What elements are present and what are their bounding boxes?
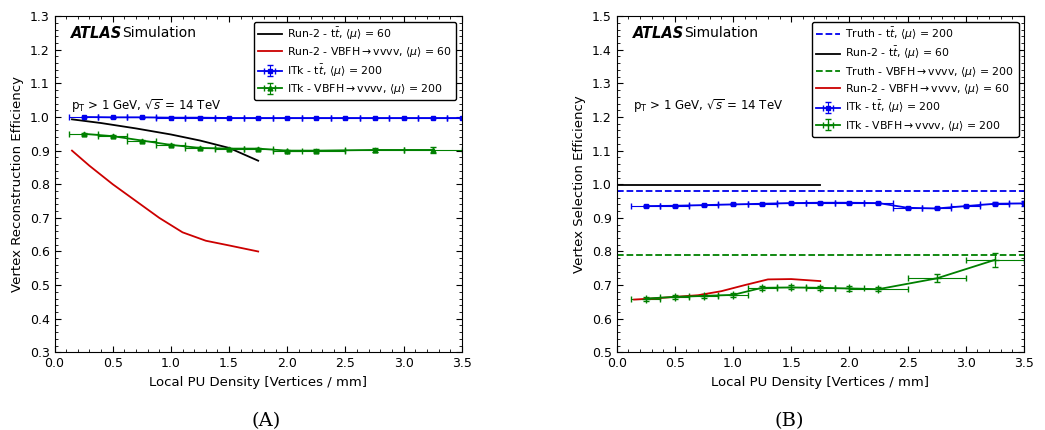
Run-2 - VBFH$\rightarrow$vvvv, $\langle\mu\rangle$ = 60 xyxy=(107,181,119,187)
Run-2 - VBFH$\rightarrow$vvvv, $\langle\mu\rangle$ = 60 xyxy=(223,243,235,248)
Text: p$_{\rm T}$ > 1 GeV, $\sqrt{s}$ = 14 TeV: p$_{\rm T}$ > 1 GeV, $\sqrt{s}$ = 14 TeV xyxy=(633,97,783,114)
Line: Run-2 - t$\bar{t}$, $\langle\mu\rangle$ = 60: Run-2 - t$\bar{t}$, $\langle\mu\rangle$ … xyxy=(72,120,258,161)
Run-2 - t$\bar{t}$, $\langle\mu\rangle$ = 60 xyxy=(95,120,108,126)
Run-2 - VBFH$\rightarrow$vvvv, $\langle\mu\rangle$ = 60 xyxy=(739,283,751,288)
Run-2 - t$\bar{t}$, $\langle\mu\rangle$ = 60 xyxy=(66,117,78,122)
Line: Run-2 - VBFH$\rightarrow$vvvv, $\langle\mu\rangle$ = 60: Run-2 - VBFH$\rightarrow$vvvv, $\langle\… xyxy=(634,279,820,300)
Run-2 - VBFH$\rightarrow$vvvv, $\langle\mu\rangle$ = 60 xyxy=(669,294,681,299)
Run-2 - VBFH$\rightarrow$vvvv, $\langle\mu\rangle$ = 60 xyxy=(762,277,774,282)
Text: ATLAS: ATLAS xyxy=(633,26,684,41)
Run-2 - VBFH$\rightarrow$vvvv, $\langle\mu\rangle$ = 60 xyxy=(628,297,641,302)
Run-2 - t$\bar{t}$, $\langle\mu\rangle$ = 60 xyxy=(165,132,178,137)
Run-2 - VBFH$\rightarrow$vvvv, $\langle\mu\rangle$ = 60 xyxy=(645,296,657,301)
X-axis label: Local PU Density [Vertices / mm]: Local PU Density [Vertices / mm] xyxy=(149,376,367,389)
Run-2 - VBFH$\rightarrow$vvvv, $\langle\mu\rangle$ = 60 xyxy=(130,199,142,204)
Run-2 - VBFH$\rightarrow$vvvv, $\langle\mu\rangle$ = 60 xyxy=(252,249,264,254)
Run-2 - t$\bar{t}$, $\langle\mu\rangle$ = 60 xyxy=(814,182,827,187)
Run-2 - VBFH$\rightarrow$vvvv, $\langle\mu\rangle$ = 60 xyxy=(153,215,165,221)
Text: Simulation: Simulation xyxy=(683,26,758,40)
Run-2 - VBFH$\rightarrow$vvvv, $\langle\mu\rangle$ = 60 xyxy=(177,230,189,235)
Legend: Truth - t$\bar{t}$, $\langle\mu\rangle$ = 200, Run-2 - t$\bar{t}$, $\langle\mu\r: Truth - t$\bar{t}$, $\langle\mu\rangle$ … xyxy=(812,22,1019,137)
Text: (A): (A) xyxy=(252,412,281,430)
Run-2 - t$\bar{t}$, $\langle\mu\rangle$ = 60 xyxy=(252,158,264,163)
Run-2 - VBFH$\rightarrow$vvvv, $\langle\mu\rangle$ = 60 xyxy=(692,293,704,298)
Text: (B): (B) xyxy=(774,412,804,430)
Y-axis label: Vertex Selection Efficiency: Vertex Selection Efficiency xyxy=(574,95,586,273)
Run-2 - VBFH$\rightarrow$vvvv, $\langle\mu\rangle$ = 60 xyxy=(84,163,96,168)
Run-2 - VBFH$\rightarrow$vvvv, $\langle\mu\rangle$ = 60 xyxy=(814,279,827,284)
Text: Simulation: Simulation xyxy=(121,26,195,40)
Run-2 - VBFH$\rightarrow$vvvv, $\langle\mu\rangle$ = 60 xyxy=(715,289,727,294)
Run-2 - t$\bar{t}$, $\langle\mu\rangle$ = 60 xyxy=(223,145,235,150)
Text: p$_{\rm T}$ > 1 GeV, $\sqrt{s}$ = 14 TeV: p$_{\rm T}$ > 1 GeV, $\sqrt{s}$ = 14 TeV xyxy=(71,97,222,114)
Run-2 - VBFH$\rightarrow$vvvv, $\langle\mu\rangle$ = 60 xyxy=(200,238,212,243)
Run-2 - VBFH$\rightarrow$vvvv, $\langle\mu\rangle$ = 60 xyxy=(66,148,78,153)
X-axis label: Local PU Density [Vertices / mm]: Local PU Density [Vertices / mm] xyxy=(712,376,929,389)
Text: ATLAS: ATLAS xyxy=(71,26,122,41)
Run-2 - t$\bar{t}$, $\langle\mu\rangle$ = 60 xyxy=(610,182,623,187)
Run-2 - VBFH$\rightarrow$vvvv, $\langle\mu\rangle$ = 60 xyxy=(785,276,797,282)
Y-axis label: Vertex Reconstruction Efficiency: Vertex Reconstruction Efficiency xyxy=(11,76,24,292)
Run-2 - t$\bar{t}$, $\langle\mu\rangle$ = 60 xyxy=(193,138,206,143)
Legend: Run-2 - t$\bar{t}$, $\langle\mu\rangle$ = 60, Run-2 - VBFH$\rightarrow$vvvv, $\l: Run-2 - t$\bar{t}$, $\langle\mu\rangle$ … xyxy=(254,22,457,100)
Line: Run-2 - VBFH$\rightarrow$vvvv, $\langle\mu\rangle$ = 60: Run-2 - VBFH$\rightarrow$vvvv, $\langle\… xyxy=(72,150,258,252)
Run-2 - t$\bar{t}$, $\langle\mu\rangle$ = 60 xyxy=(130,126,142,131)
